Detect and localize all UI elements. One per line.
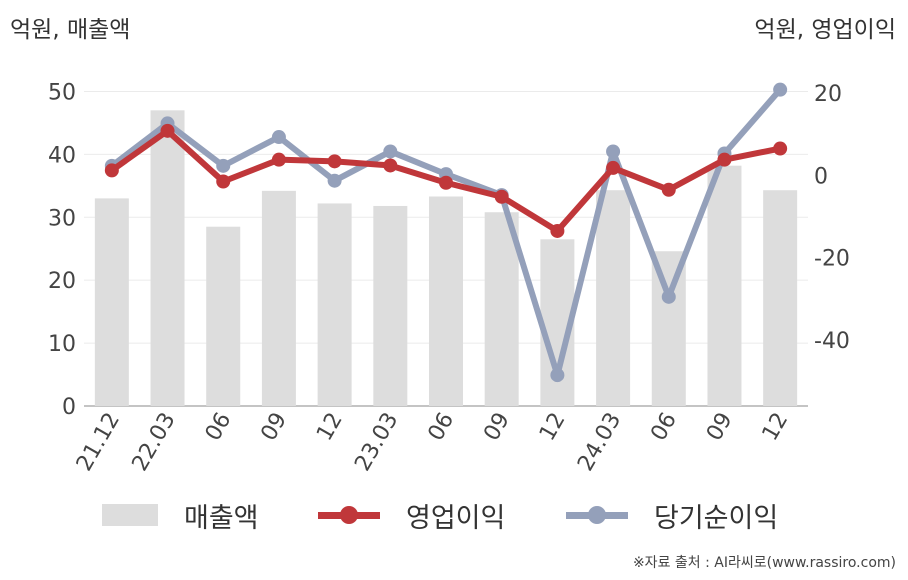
- right-axis-unit-label: 억원, 영업이익: [754, 17, 896, 43]
- x-tick-label: 12: [535, 409, 571, 446]
- y-left-tick-label: 30: [48, 206, 76, 231]
- point-net-income: [550, 368, 565, 383]
- point-operating-profit: [327, 154, 342, 169]
- legend-label-operating-profit: 영업이익: [406, 502, 506, 534]
- point-operating-profit: [717, 152, 732, 167]
- y-right-tick-label: -20: [814, 247, 850, 272]
- y-right-tick-label: 20: [814, 82, 842, 107]
- source-note: ※자료 출처 : AI라씨로(www.rassiro.com): [632, 555, 896, 571]
- x-tick-label: 06: [646, 409, 682, 446]
- legend-label-net-income: 당기순이익: [654, 502, 779, 534]
- bar-revenue: [763, 190, 798, 406]
- left-axis-unit-label: 억원, 매출액: [10, 17, 131, 43]
- point-operating-profit: [383, 158, 398, 173]
- x-tick-label: 09: [479, 409, 515, 446]
- bar-revenue: [651, 251, 686, 406]
- point-operating-profit: [773, 141, 788, 156]
- legend-label-revenue: 매출액: [184, 502, 259, 534]
- point-net-income: [606, 144, 621, 159]
- point-operating-profit: [104, 163, 119, 178]
- point-operating-profit: [439, 175, 453, 190]
- y-left-tick-label: 20: [48, 269, 76, 294]
- bar-revenue: [261, 190, 296, 406]
- y-left-tick-label: 10: [48, 332, 76, 357]
- point-net-income: [773, 82, 788, 97]
- bar-revenue: [317, 203, 352, 406]
- x-tick-label: 23.03: [350, 409, 403, 476]
- y-left-tick-label: 40: [48, 143, 76, 168]
- bar-revenue: [596, 190, 631, 406]
- x-tick-label: 12: [312, 409, 348, 446]
- legend-item-operating-profit: 영업이익: [318, 490, 505, 540]
- point-operating-profit: [271, 152, 286, 167]
- legend-swatch-revenue: [102, 504, 158, 526]
- y-right-tick-label: 0: [814, 164, 828, 189]
- point-operating-profit: [606, 160, 621, 175]
- bar-revenue: [707, 165, 742, 406]
- bar-revenue: [484, 212, 519, 406]
- x-tick-label: 21.12: [72, 409, 125, 476]
- y-right-tick-label: -40: [814, 329, 850, 354]
- x-tick-label: 12: [758, 409, 794, 446]
- point-net-income: [661, 289, 676, 304]
- point-operating-profit: [494, 189, 509, 204]
- x-tick-label: 06: [201, 409, 237, 446]
- legend-swatch-net-income: [566, 504, 628, 526]
- point-operating-profit: [550, 223, 565, 238]
- x-tick-label: 06: [424, 409, 460, 446]
- y-left-tick-label: 50: [48, 80, 76, 105]
- y-left-tick-label: 0: [62, 395, 76, 420]
- point-net-income: [383, 144, 398, 159]
- x-tick-label: 09: [256, 409, 292, 446]
- bar-revenue: [206, 226, 241, 406]
- point-operating-profit: [216, 174, 231, 189]
- legend-swatch-operating-profit: [318, 504, 380, 526]
- point-net-income: [216, 158, 231, 173]
- x-tick-label: 24.03: [573, 409, 626, 476]
- point-operating-profit: [661, 182, 676, 197]
- x-tick-label: 22.03: [128, 409, 181, 476]
- point-net-income: [327, 173, 342, 188]
- bar-revenue: [429, 196, 463, 406]
- x-tick-label: 09: [702, 409, 738, 446]
- bar-revenue: [150, 110, 185, 406]
- point-operating-profit: [160, 123, 175, 138]
- chart-legend: 매출액 영업이익 당기순이익: [0, 490, 908, 540]
- legend-item-revenue: 매출액: [102, 490, 259, 540]
- bar-revenue: [373, 205, 408, 406]
- legend-item-net-income: 당기순이익: [566, 490, 778, 540]
- bar-revenue: [94, 198, 129, 406]
- point-net-income: [271, 130, 286, 145]
